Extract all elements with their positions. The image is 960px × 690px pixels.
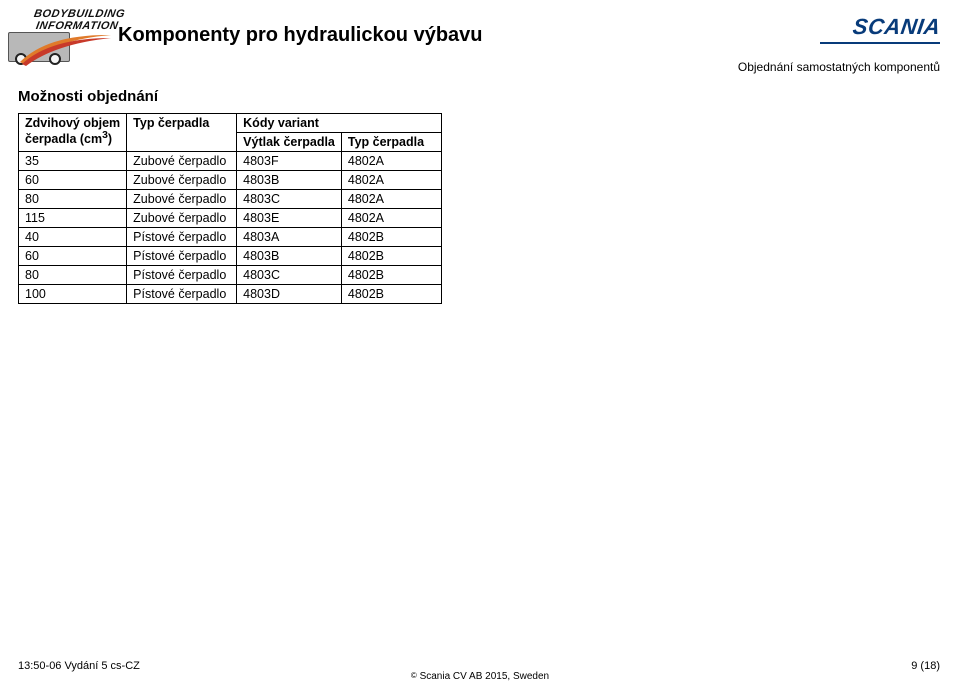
- logo-text-line1: BODYBUILDING: [33, 8, 126, 20]
- col-header-volume: Zdvihový objem čerpadla (cm3): [19, 114, 127, 152]
- cell-type: Zubové čerpadlo: [127, 171, 237, 190]
- cell-type: Zubové čerpadlo: [127, 209, 237, 228]
- cell-code-discharge: 4803B: [237, 171, 342, 190]
- copyright-text: Scania CV AB 2015, Sweden: [417, 671, 549, 682]
- cell-code-discharge: 4803C: [237, 190, 342, 209]
- table-head-row-1: Zdvihový objem čerpadla (cm3) Typ čerpad…: [19, 114, 442, 133]
- cell-code-discharge: 4803E: [237, 209, 342, 228]
- cell-type: Zubové čerpadlo: [127, 152, 237, 171]
- footer-copyright: © Scania CV AB 2015, Sweden: [411, 671, 549, 682]
- table-head: Zdvihový objem čerpadla (cm3) Typ čerpad…: [19, 114, 442, 152]
- col-header-type: Typ čerpadla: [127, 114, 237, 152]
- col-header-codes: Kódy variant: [237, 114, 442, 133]
- header-subtitle: Objednání samostatných komponentů: [738, 60, 940, 74]
- table-row: 40Pístové čerpadlo4803A4802B: [19, 228, 442, 247]
- bodybuilding-info-logo: BODYBUILDING INFORMATION: [8, 8, 113, 66]
- col-header-pump-type: Typ čerpadla: [341, 133, 441, 152]
- cell-volume: 35: [19, 152, 127, 171]
- cell-code-type: 4802A: [341, 209, 441, 228]
- cell-code-type: 4802A: [341, 171, 441, 190]
- section-heading: Možnosti objednání: [18, 88, 960, 105]
- scania-logo: SCANIA: [820, 14, 940, 44]
- logo-text-line2: INFORMATION: [35, 20, 119, 32]
- cell-volume: 80: [19, 266, 127, 285]
- cell-code-type: 4802B: [341, 285, 441, 304]
- cell-code-type: 4802A: [341, 190, 441, 209]
- col-header-discharge: Výtlak čerpadla: [237, 133, 342, 152]
- cell-type: Pístové čerpadlo: [127, 285, 237, 304]
- scania-wordmark: SCANIA: [851, 14, 942, 40]
- cell-type: Zubové čerpadlo: [127, 190, 237, 209]
- components-table: Zdvihový objem čerpadla (cm3) Typ čerpad…: [18, 113, 442, 304]
- cell-code-type: 4802B: [341, 247, 441, 266]
- cell-type: Pístové čerpadlo: [127, 266, 237, 285]
- cell-volume: 40: [19, 228, 127, 247]
- table-row: 60Zubové čerpadlo4803B4802A: [19, 171, 442, 190]
- scania-underline: [820, 42, 940, 44]
- table-row: 60Pístové čerpadlo4803B4802B: [19, 247, 442, 266]
- cell-code-type: 4802A: [341, 152, 441, 171]
- cell-code-discharge: 4803F: [237, 152, 342, 171]
- page-header: BODYBUILDING INFORMATION Komponenty pro …: [0, 0, 960, 66]
- cell-code-discharge: 4803C: [237, 266, 342, 285]
- page-title: Komponenty pro hydraulickou výbavu: [118, 24, 820, 47]
- footer-page-number: 9 (18): [911, 660, 940, 672]
- col-header-volume-line1: Zdvihový objem: [25, 116, 120, 130]
- cell-type: Pístové čerpadlo: [127, 247, 237, 266]
- table-row: 115Zubové čerpadlo4803E4802A: [19, 209, 442, 228]
- cell-code-discharge: 4803D: [237, 285, 342, 304]
- cell-code-discharge: 4803A: [237, 228, 342, 247]
- cell-code-discharge: 4803B: [237, 247, 342, 266]
- cell-code-type: 4802B: [341, 266, 441, 285]
- cell-volume: 60: [19, 171, 127, 190]
- table-body: 35Zubové čerpadlo4803F4802A60Zubové čerp…: [19, 152, 442, 304]
- cell-code-type: 4802B: [341, 228, 441, 247]
- table-row: 80Zubové čerpadlo4803C4802A: [19, 190, 442, 209]
- table-row: 35Zubové čerpadlo4803F4802A: [19, 152, 442, 171]
- col-header-volume-line2: čerpadla (cm3): [25, 132, 112, 146]
- footer-doc-id: 13:50-06 Vydání 5 cs-CZ: [18, 660, 140, 672]
- cell-volume: 80: [19, 190, 127, 209]
- table-row: 100Pístové čerpadlo4803D4802B: [19, 285, 442, 304]
- cell-volume: 115: [19, 209, 127, 228]
- cell-volume: 60: [19, 247, 127, 266]
- table-row: 80Pístové čerpadlo4803C4802B: [19, 266, 442, 285]
- cell-volume: 100: [19, 285, 127, 304]
- cell-type: Pístové čerpadlo: [127, 228, 237, 247]
- swoosh-icon: [18, 32, 113, 67]
